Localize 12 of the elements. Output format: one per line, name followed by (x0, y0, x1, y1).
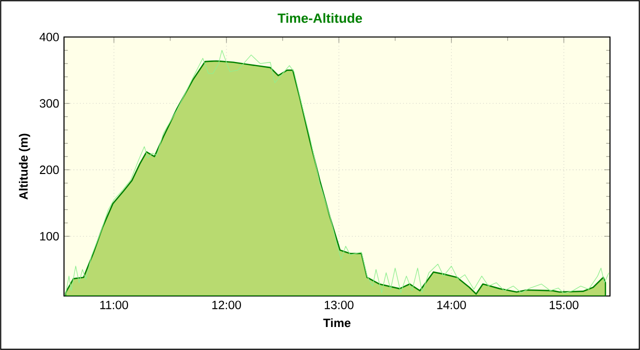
y-tick-label: 400 (40, 32, 59, 42)
x-tick-label: 11:00 (100, 300, 128, 310)
x-tick-label: 14:00 (437, 300, 466, 310)
chart-title: Time-Altitude (278, 13, 362, 23)
x-axis-title: Time (323, 318, 350, 328)
y-tick-label: 200 (40, 166, 59, 174)
x-tick-label: 15:00 (550, 300, 578, 310)
y-tick-label: 300 (40, 99, 59, 108)
y-tick-label: 100 (40, 232, 59, 240)
x-tick-label: 13:00 (324, 300, 354, 310)
y-axis-title: Altitude (m) (18, 134, 30, 200)
x-tick-label: 12:00 (212, 300, 241, 310)
